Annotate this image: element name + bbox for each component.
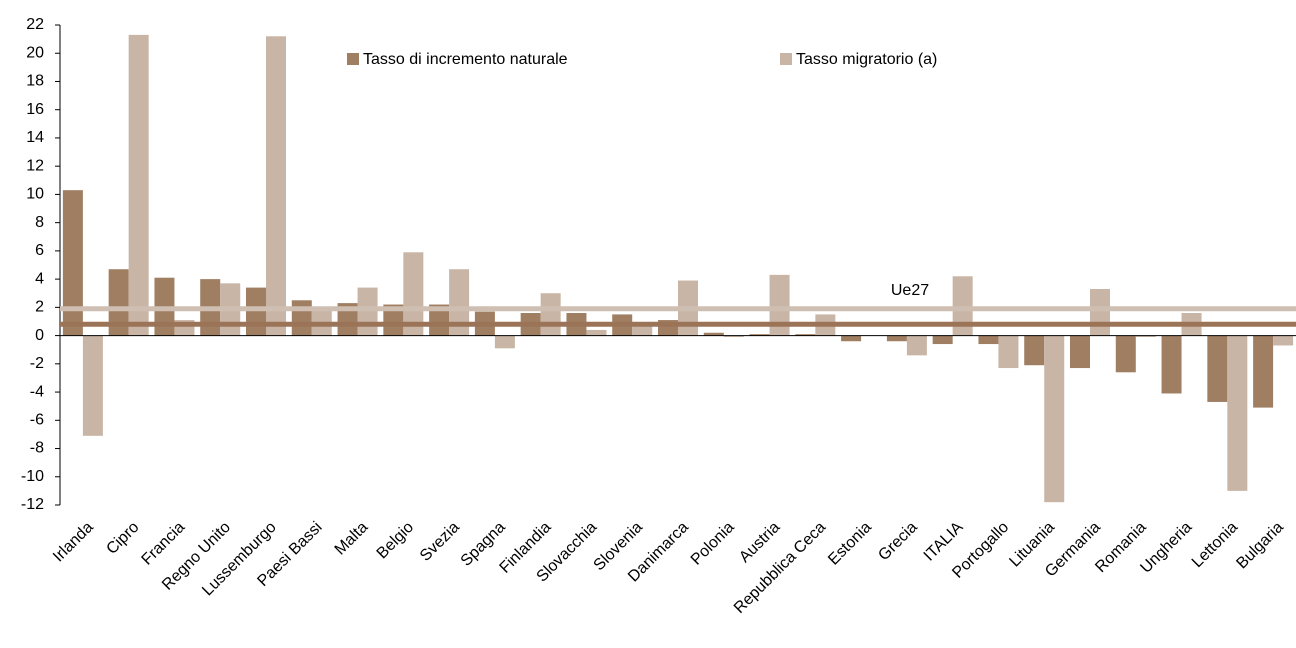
y-tick-label: -8 — [30, 440, 44, 457]
y-tick-label: 2 — [35, 299, 44, 316]
bar — [1024, 335, 1045, 366]
bar — [1044, 335, 1065, 503]
bar — [632, 324, 653, 336]
y-tick-label: 0 — [35, 327, 44, 344]
x-tick-label: Malta — [332, 519, 372, 559]
bar — [62, 190, 83, 336]
y-tick-label: 18 — [26, 73, 44, 90]
bar — [586, 329, 607, 336]
x-tick-label: Irlanda — [50, 519, 97, 566]
bar — [357, 287, 378, 336]
bar — [841, 335, 862, 342]
bar — [1227, 335, 1248, 491]
bar — [1115, 335, 1136, 373]
bar — [1273, 335, 1294, 346]
y-tick-label: 8 — [35, 214, 44, 231]
bar — [703, 332, 724, 336]
x-tick-label: Belgio — [374, 519, 418, 563]
x-tick-label: Grecia — [875, 519, 920, 564]
y-tick-label: 20 — [26, 44, 44, 61]
y-tick-label: -4 — [30, 383, 44, 400]
x-tick-label: Polonia — [688, 519, 738, 569]
x-tick-label: Svezia — [417, 519, 463, 565]
bar — [886, 335, 907, 342]
bar — [108, 269, 129, 336]
bar — [1207, 335, 1228, 402]
bar — [1253, 335, 1274, 408]
bar — [906, 335, 927, 356]
y-tick-label: 6 — [35, 242, 44, 259]
legend-label: Tasso migratorio (a) — [796, 51, 937, 68]
y-tick-label: 14 — [26, 129, 44, 146]
bar — [403, 252, 424, 336]
x-tick-label: Estonia — [825, 519, 875, 569]
bar — [540, 293, 561, 336]
bar — [449, 269, 470, 336]
y-tick-label: 16 — [26, 101, 44, 118]
x-tick-label: ITALIA — [921, 519, 967, 565]
bar — [82, 335, 103, 436]
bar — [128, 34, 149, 336]
legend-swatch — [347, 53, 359, 65]
legend-label: Tasso di incremento naturale — [363, 51, 568, 68]
bar — [723, 335, 744, 337]
bar — [932, 335, 953, 345]
bar — [291, 300, 312, 336]
x-tick-label: Lettonia — [1189, 519, 1241, 571]
legend-swatch — [780, 53, 792, 65]
bar — [494, 335, 515, 349]
bar — [795, 334, 816, 336]
bar — [998, 335, 1019, 369]
y-tick-label: 22 — [26, 16, 44, 33]
y-tick-label: 10 — [26, 186, 44, 203]
bar — [246, 287, 266, 336]
bar — [1070, 335, 1090, 369]
x-tick-label: Bulgaria — [1233, 519, 1287, 573]
bar — [383, 304, 404, 336]
bar — [769, 274, 790, 336]
y-tick-label: -6 — [30, 412, 44, 429]
y-tick-label: -10 — [21, 468, 44, 485]
y-tick-label: -12 — [21, 496, 44, 513]
bar — [952, 276, 973, 336]
bar — [749, 334, 770, 336]
bar — [1090, 289, 1110, 336]
y-tick-label: 4 — [35, 270, 44, 287]
y-tick-label: -2 — [30, 355, 44, 372]
reference-label: Ue27 — [891, 282, 929, 299]
bar — [266, 36, 286, 336]
x-tick-label: Cipro — [103, 519, 142, 558]
bar — [978, 335, 999, 345]
bar — [1135, 335, 1156, 337]
bar — [1161, 335, 1182, 394]
y-tick-label: 12 — [26, 157, 44, 174]
bar — [429, 304, 450, 336]
